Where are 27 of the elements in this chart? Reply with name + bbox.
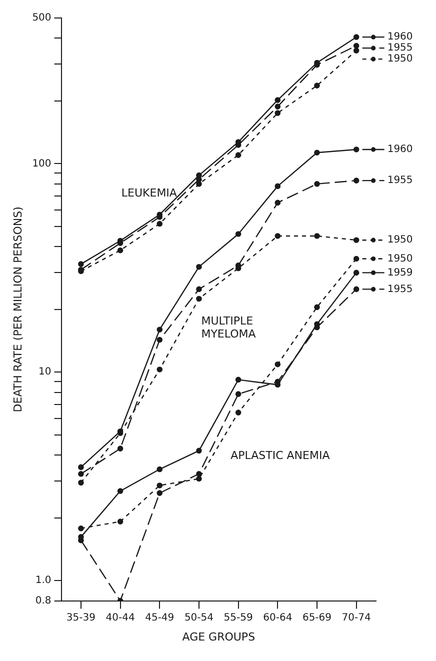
- x-axis-title: AGE GROUPS: [182, 630, 256, 644]
- legend-label: 1960: [387, 144, 413, 156]
- x-tick-label: 65-69: [302, 612, 332, 624]
- y-tick-label: 10: [38, 366, 52, 378]
- y-tick-label: 100: [32, 158, 52, 170]
- x-tick-label: 60-64: [263, 612, 292, 624]
- legend-label: 1950: [387, 234, 413, 246]
- y-axis-title: DEATH RATE (PER MILLION PERSONS): [11, 206, 24, 412]
- y-tick-label: 0.8: [35, 595, 52, 606]
- x-tick-label: 55-59: [224, 612, 253, 624]
- legend-label: 1959: [387, 267, 413, 278]
- y-tick-label: 500: [32, 12, 52, 24]
- legend-label: 1950: [387, 253, 413, 264]
- x-tick-label: 45-49: [145, 612, 174, 624]
- x-tick-label: 50-54: [184, 612, 214, 624]
- x-tick-label: 70-74: [342, 612, 371, 624]
- x-tick-label: 35-39: [66, 612, 96, 624]
- annotation: MULTIPLE MYELOMA: [201, 314, 256, 340]
- annotation: APLASTIC ANEMIA: [230, 448, 330, 462]
- y-tick-label: 1.0: [35, 575, 52, 586]
- annotation: LEUKEMIA: [121, 186, 178, 200]
- legend-label: 1960: [387, 32, 413, 43]
- x-tick-label: 40-44: [106, 612, 135, 624]
- legend-label: 1955: [387, 175, 413, 186]
- legend-label: 1955: [387, 284, 413, 295]
- legend-label: 1950: [387, 54, 413, 65]
- legend-label: 1955: [387, 42, 413, 54]
